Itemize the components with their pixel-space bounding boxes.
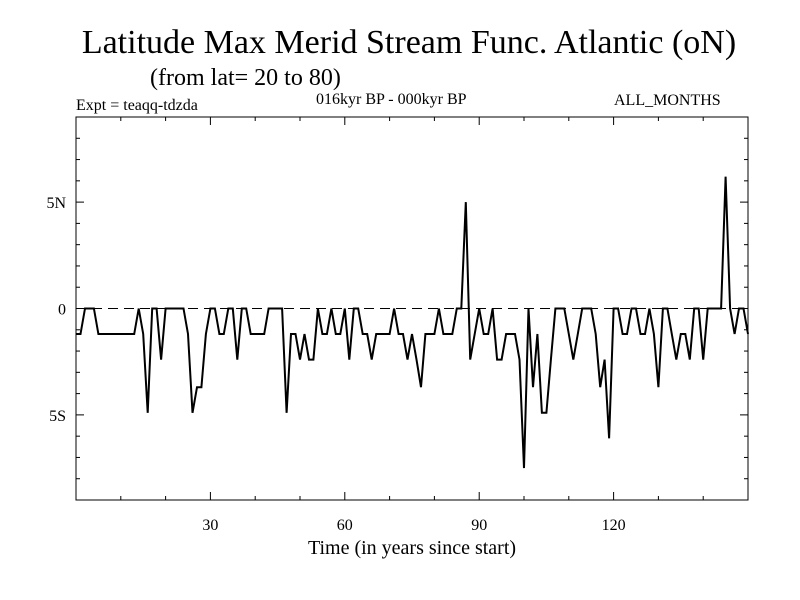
series-line xyxy=(76,176,749,469)
period-label: 016kyr BP - 000kyr BP xyxy=(316,91,467,108)
x-tick-label: 120 xyxy=(602,517,626,534)
x-tick-label: 60 xyxy=(337,517,353,534)
x-tick-label: 30 xyxy=(202,517,218,534)
y-tick-label: 0 xyxy=(58,302,66,319)
chart-subtitle: (from lat= 20 to 80) xyxy=(150,65,341,91)
ticks-layer: 30 60 90 120 5N 0 5S xyxy=(46,117,748,534)
x-axis-label: Time (in years since start) xyxy=(308,537,516,559)
plot-frame xyxy=(75,116,749,501)
chart-title: Latitude Max Merid Stream Func. Atlantic… xyxy=(81,24,737,61)
experiment-label: Expt = teaqq-tdzda xyxy=(76,97,198,114)
y-tick-label: 5N xyxy=(46,195,66,212)
x-tick-label: 90 xyxy=(471,517,487,534)
months-label: ALL_MONTHS xyxy=(614,92,721,109)
y-tick-label: 5S xyxy=(49,408,66,425)
